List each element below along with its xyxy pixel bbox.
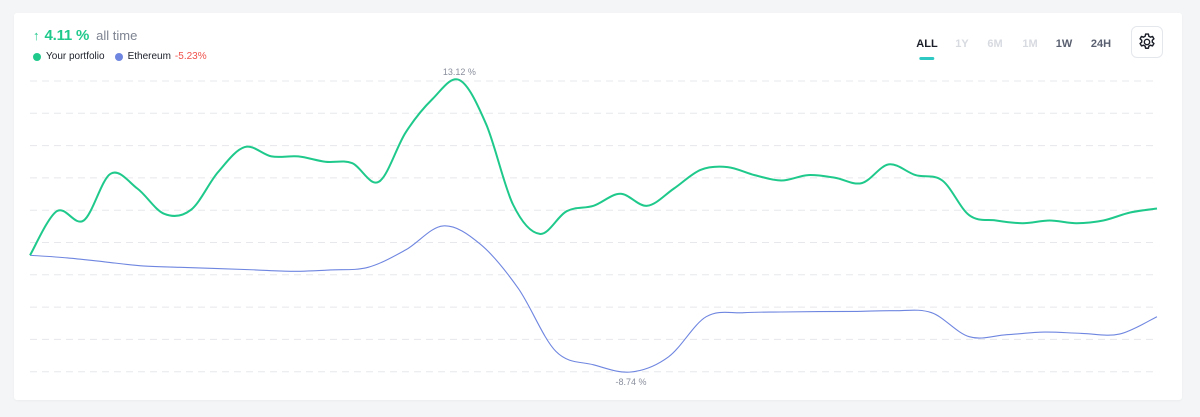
range-1w-button[interactable]: 1W [1055, 38, 1073, 50]
legend-portfolio-label: Your portfolio [46, 51, 105, 62]
portfolio-chart-card [14, 13, 1182, 400]
max-value-label: 13.12 % [443, 67, 476, 77]
performance-summary: ↑ 4.11 % all time [33, 27, 137, 44]
ethereum-series-line [29, 225, 1158, 373]
legend-item-portfolio[interactable]: Your portfolio [33, 51, 105, 62]
portfolio-series-line [29, 78, 1158, 256]
portfolio-dot-icon [33, 52, 41, 61]
active-range-indicator [919, 57, 935, 60]
legend-ethereum-label: Ethereum [127, 51, 171, 62]
performance-period: all time [96, 28, 138, 43]
ethereum-dot-icon [114, 52, 123, 61]
chart-legend: Your portfolio Ethereum -5.23% [33, 51, 217, 62]
chart-gridlines [30, 80, 1157, 373]
legend-item-ethereum[interactable]: Ethereum -5.23% [114, 51, 207, 62]
gear-icon [1139, 33, 1155, 49]
range-24h-button[interactable]: 24H [1090, 38, 1112, 50]
ethereum-change: -5.23% [174, 51, 207, 62]
range-1m-button[interactable]: 1M [1022, 38, 1038, 50]
settings-button[interactable] [1131, 26, 1163, 58]
min-value-label: -8.74 % [616, 377, 647, 387]
performance-value: 4.11 % [44, 27, 90, 44]
up-arrow-icon: ↑ [33, 28, 40, 43]
range-6m-button[interactable]: 6M [987, 38, 1003, 50]
range-all-button[interactable]: ALL [916, 38, 938, 60]
range-1y-button[interactable]: 1Y [955, 38, 969, 50]
